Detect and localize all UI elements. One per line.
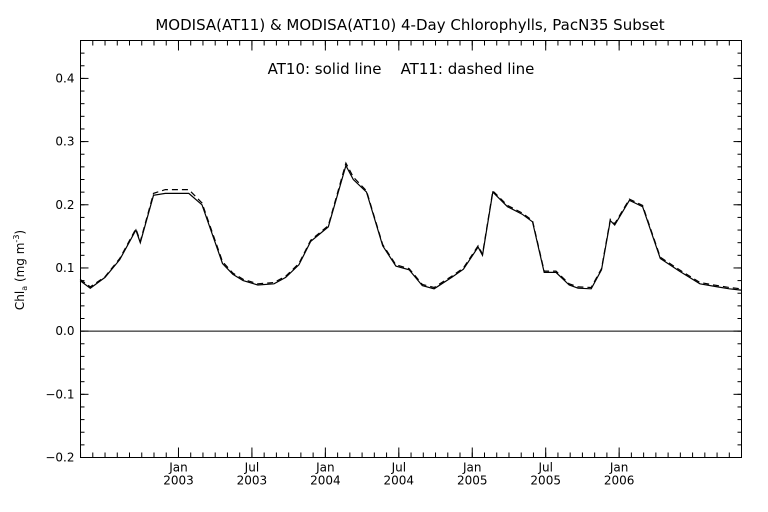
series-line-solid xyxy=(79,164,742,291)
y-tick-label: 0.1 xyxy=(55,261,74,275)
y-tick-label: 0.0 xyxy=(55,324,74,338)
y-tick-label: −0.1 xyxy=(45,387,74,401)
line-style-annotation: AT10: solid line AT11: dashed line xyxy=(268,60,535,78)
x-tick-month: Jul xyxy=(391,461,406,475)
chart-title: MODISA(AT11) & MODISA(AT10) 4-Day Chloro… xyxy=(155,16,664,34)
x-tick-year: 2003 xyxy=(237,474,268,488)
x-axis-ticks: Jan2003Jul2003Jan2004Jul2004Jan2005Jul20… xyxy=(80,40,730,488)
y-tick-label: −0.2 xyxy=(45,451,74,465)
x-tick-year: 2003 xyxy=(163,474,194,488)
x-tick-year: 2005 xyxy=(457,474,488,488)
series-line-dashed xyxy=(79,161,742,290)
y-tick-label: 0.3 xyxy=(55,135,74,149)
x-tick-month: Jan xyxy=(609,461,629,475)
y-tick-label: 0.4 xyxy=(55,71,74,85)
x-tick-month: Jan xyxy=(168,461,188,475)
x-tick-year: 2004 xyxy=(310,474,341,488)
x-tick-month: Jan xyxy=(315,461,335,475)
x-tick-year: 2006 xyxy=(604,474,635,488)
data-series xyxy=(79,161,742,291)
y-axis-label: Chla (mg m-3) xyxy=(12,230,29,310)
x-tick-month: Jul xyxy=(537,461,552,475)
x-tick-month: Jan xyxy=(462,461,482,475)
plot-frame xyxy=(80,40,742,458)
x-tick-month: Jul xyxy=(244,461,259,475)
x-tick-year: 2005 xyxy=(530,474,561,488)
y-tick-label: 0.2 xyxy=(55,198,74,212)
x-tick-year: 2004 xyxy=(384,474,415,488)
y-axis-ticks: −0.2 −0.1 0.0 0.1 0.2 0.3 0.4 xyxy=(45,40,742,465)
